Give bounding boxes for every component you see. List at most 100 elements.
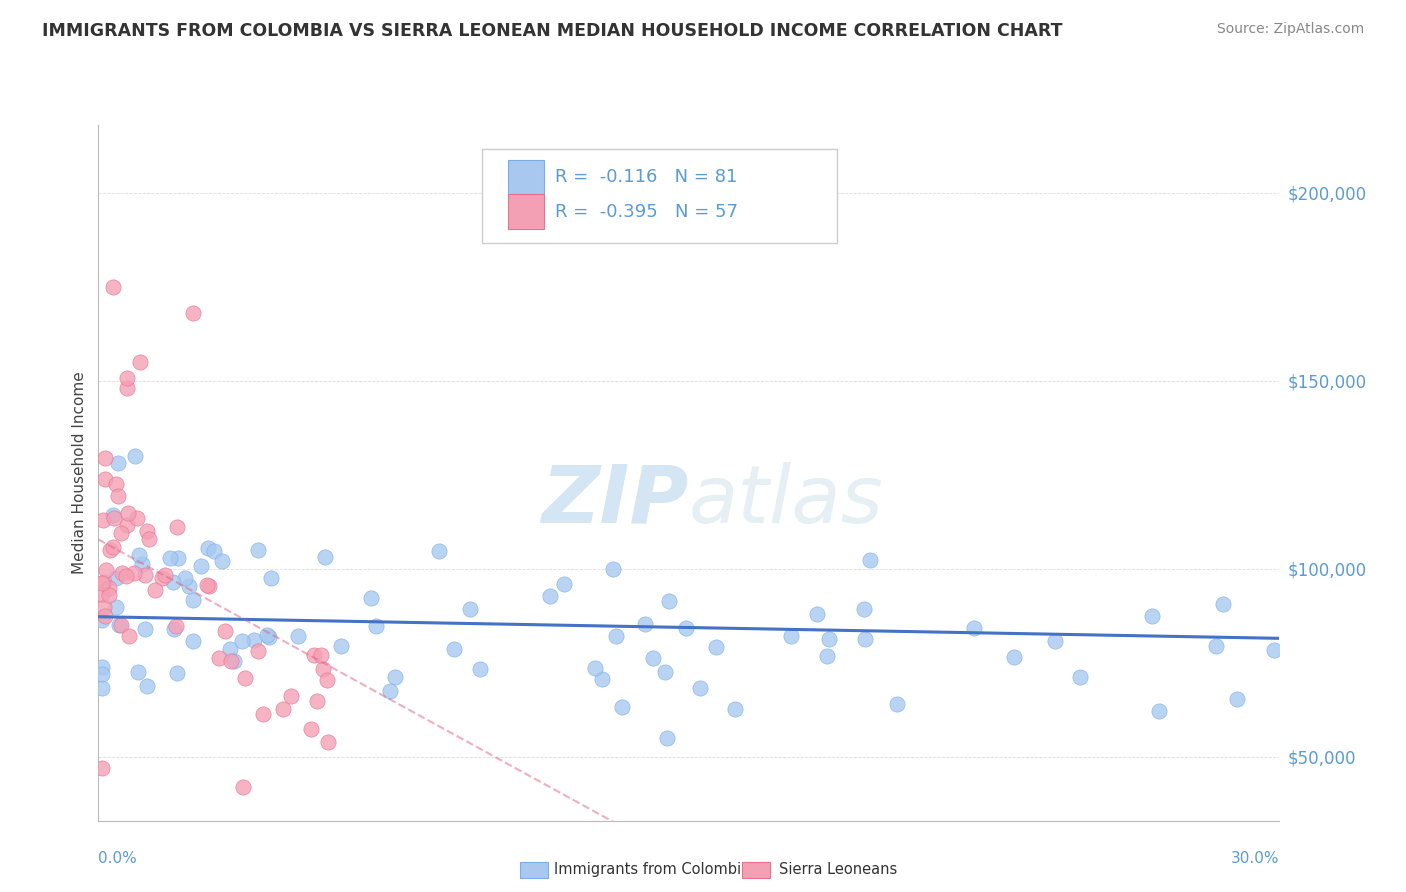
Point	[314, 549, 336, 564]
Point	[208, 650, 231, 665]
Point	[162, 574, 184, 589]
Point	[222, 654, 245, 668]
Point	[150, 571, 173, 585]
Point	[1002, 650, 1025, 665]
Point	[93, 599, 115, 614]
Point	[105, 477, 128, 491]
Point	[128, 355, 150, 369]
Point	[103, 511, 125, 525]
Point	[886, 698, 908, 712]
Point	[135, 524, 157, 538]
Point	[166, 520, 188, 534]
Point	[724, 702, 747, 716]
Point	[1140, 609, 1163, 624]
Point	[93, 608, 115, 623]
Point	[704, 640, 727, 655]
Point	[378, 684, 401, 698]
Point	[780, 629, 803, 643]
Point	[271, 702, 294, 716]
Point	[117, 629, 139, 643]
Text: 0.0%: 0.0%	[98, 851, 138, 866]
Point	[122, 566, 145, 580]
Text: ZIP: ZIP	[541, 461, 689, 540]
Point	[1212, 597, 1234, 611]
Point	[134, 567, 156, 582]
Point	[299, 722, 322, 736]
Point	[91, 660, 114, 674]
FancyBboxPatch shape	[482, 149, 837, 244]
Point	[818, 632, 841, 646]
Point	[302, 648, 325, 663]
FancyBboxPatch shape	[508, 194, 544, 229]
Point	[610, 700, 633, 714]
Point	[117, 506, 139, 520]
Point	[134, 622, 156, 636]
Point	[159, 550, 181, 565]
Point	[167, 551, 190, 566]
Point	[91, 575, 114, 590]
Point	[252, 706, 274, 721]
Text: Immigrants from Colombia: Immigrants from Colombia	[554, 863, 749, 877]
Point	[111, 566, 134, 580]
Text: Sierra Leoneans: Sierra Leoneans	[779, 863, 897, 877]
Point	[98, 581, 121, 595]
Point	[174, 571, 197, 585]
Point	[155, 568, 177, 582]
Text: 30.0%: 30.0%	[1232, 851, 1279, 866]
Point	[197, 579, 219, 593]
Point	[91, 667, 114, 681]
Point	[364, 619, 387, 633]
Point	[538, 589, 561, 603]
Point	[107, 489, 129, 503]
Point	[654, 665, 676, 679]
Point	[98, 543, 121, 558]
FancyBboxPatch shape	[508, 160, 544, 194]
Point	[655, 731, 678, 745]
Point	[315, 673, 337, 687]
Point	[1149, 704, 1171, 718]
Point	[1226, 692, 1249, 706]
Point	[312, 662, 335, 676]
Point	[91, 587, 114, 601]
Point	[91, 681, 114, 695]
Point	[211, 554, 233, 568]
Point	[110, 618, 132, 632]
Point	[218, 642, 240, 657]
Point	[101, 508, 124, 523]
Point	[256, 627, 278, 641]
Point	[93, 574, 115, 589]
Point	[470, 662, 492, 676]
Point	[246, 542, 269, 557]
Point	[91, 512, 114, 526]
Point	[815, 649, 838, 664]
Point	[287, 629, 309, 643]
Point	[202, 544, 225, 558]
Point	[658, 593, 681, 607]
Point	[103, 279, 125, 293]
Text: Source: ZipAtlas.com: Source: ZipAtlas.com	[1216, 22, 1364, 37]
Point	[124, 449, 146, 463]
Point	[91, 613, 114, 627]
Point	[128, 548, 150, 562]
Point	[143, 583, 166, 598]
Point	[675, 621, 697, 635]
Point	[127, 665, 149, 679]
Point	[246, 644, 269, 658]
Point	[219, 655, 242, 669]
Point	[181, 306, 204, 320]
Point	[181, 634, 204, 648]
Point	[1043, 634, 1066, 648]
Point	[1263, 643, 1285, 657]
Point	[94, 563, 117, 577]
Point	[231, 633, 253, 648]
Point	[190, 559, 212, 574]
Point	[458, 601, 481, 615]
Point	[583, 661, 606, 675]
Point	[233, 671, 256, 685]
Point	[591, 672, 613, 686]
Point	[360, 591, 382, 605]
Text: IMMIGRANTS FROM COLOMBIA VS SIERRA LEONEAN MEDIAN HOUSEHOLD INCOME CORRELATION C: IMMIGRANTS FROM COLOMBIA VS SIERRA LEONE…	[42, 22, 1063, 40]
Point	[257, 630, 280, 644]
Point	[166, 666, 188, 681]
Text: R =  -0.395   N = 57: R = -0.395 N = 57	[555, 202, 738, 221]
